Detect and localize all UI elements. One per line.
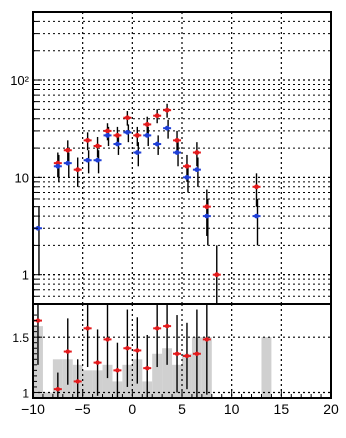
top-marker-point — [214, 272, 220, 278]
top-marker-point — [85, 137, 91, 143]
ratio-marker-point — [164, 323, 170, 329]
ratio-bar — [82, 370, 93, 398]
top-marker-point — [164, 125, 170, 131]
ratio-panel-markers — [33, 318, 211, 392]
top-panel-markers — [33, 107, 261, 278]
top-marker-point — [204, 213, 210, 219]
top-marker-point — [174, 150, 180, 155]
ratio-bar — [152, 353, 163, 398]
x-tick-label: −5 — [75, 401, 91, 417]
top-marker-point — [124, 129, 130, 135]
ratio-marker-point — [174, 351, 180, 356]
top-marker-point — [85, 157, 91, 163]
ratio-marker-point — [145, 365, 150, 371]
top-marker-point — [204, 204, 210, 210]
ratio-marker-point — [125, 346, 130, 351]
top-marker-point — [75, 167, 81, 173]
x-axis-ticks: −10 −5 0 5 10 15 20 — [21, 389, 339, 417]
top-marker-point — [164, 107, 170, 113]
x-tick-label: 5 — [178, 401, 186, 417]
ratio-marker-point — [194, 351, 200, 356]
ratio-y-tick-label: 1 — [22, 386, 29, 400]
top-marker-point — [194, 150, 200, 155]
ratio-marker-point — [105, 337, 110, 342]
ratio-bar — [162, 348, 173, 398]
top-y-tick-label: 10² — [10, 73, 29, 88]
x-tick-label: 15 — [274, 401, 290, 417]
top-y-tick-label: 1 — [22, 268, 29, 283]
x-tick-label: 20 — [323, 401, 339, 417]
top-marker-point — [194, 167, 200, 173]
top-marker-point — [55, 163, 61, 169]
x-tick-label: 10 — [224, 401, 240, 417]
top-y-tick-label: 10 — [15, 170, 29, 185]
top-marker-point — [134, 150, 140, 155]
top-marker-point — [115, 132, 120, 138]
ratio-marker-point — [204, 337, 210, 342]
ratio-marker-point — [35, 318, 41, 323]
ratio-panel-grid — [33, 304, 331, 398]
top-marker-point — [144, 122, 150, 127]
top-marker-point — [184, 174, 190, 180]
ratio-bar — [42, 392, 53, 398]
x-tick-label: −10 — [21, 401, 45, 417]
top-marker-point — [105, 132, 110, 138]
top-marker-point — [254, 213, 259, 219]
top-marker-point — [124, 115, 130, 121]
top-marker-point — [144, 132, 150, 138]
ratio-marker-point — [95, 360, 100, 365]
top-marker-point — [154, 113, 160, 119]
ratio-marker-point — [65, 349, 70, 354]
ratio-marker-point — [115, 368, 120, 373]
top-marker-point — [154, 141, 160, 147]
top-marker-point — [174, 137, 180, 143]
top-marker-point — [105, 128, 110, 134]
ratio-marker-point — [135, 348, 140, 353]
ratio-panel-y-ticks: 11.5 — [12, 314, 42, 400]
top-marker-point — [65, 147, 71, 153]
ratio-marker-point — [184, 353, 190, 359]
ratio-bar — [102, 364, 113, 398]
ratio-marker-point — [75, 379, 80, 384]
top-panel-y-ticks: 1 10 10² — [10, 20, 42, 297]
ratio-marker-point — [154, 326, 160, 331]
ratio-marker-point — [85, 326, 90, 331]
top-marker-point — [65, 160, 71, 166]
top-marker-point — [184, 163, 190, 169]
top-marker-point — [115, 141, 120, 147]
ratio-marker-point — [55, 386, 61, 392]
ratio-bar — [261, 337, 272, 398]
top-marker-point — [95, 143, 100, 149]
x-tick-label: 0 — [128, 401, 136, 417]
top-marker-point — [254, 184, 259, 190]
top-marker-point — [134, 132, 140, 138]
top-panel-grid — [33, 12, 331, 304]
top-marker-point — [95, 157, 100, 163]
ratio-y-tick-label: 1.5 — [12, 331, 29, 345]
